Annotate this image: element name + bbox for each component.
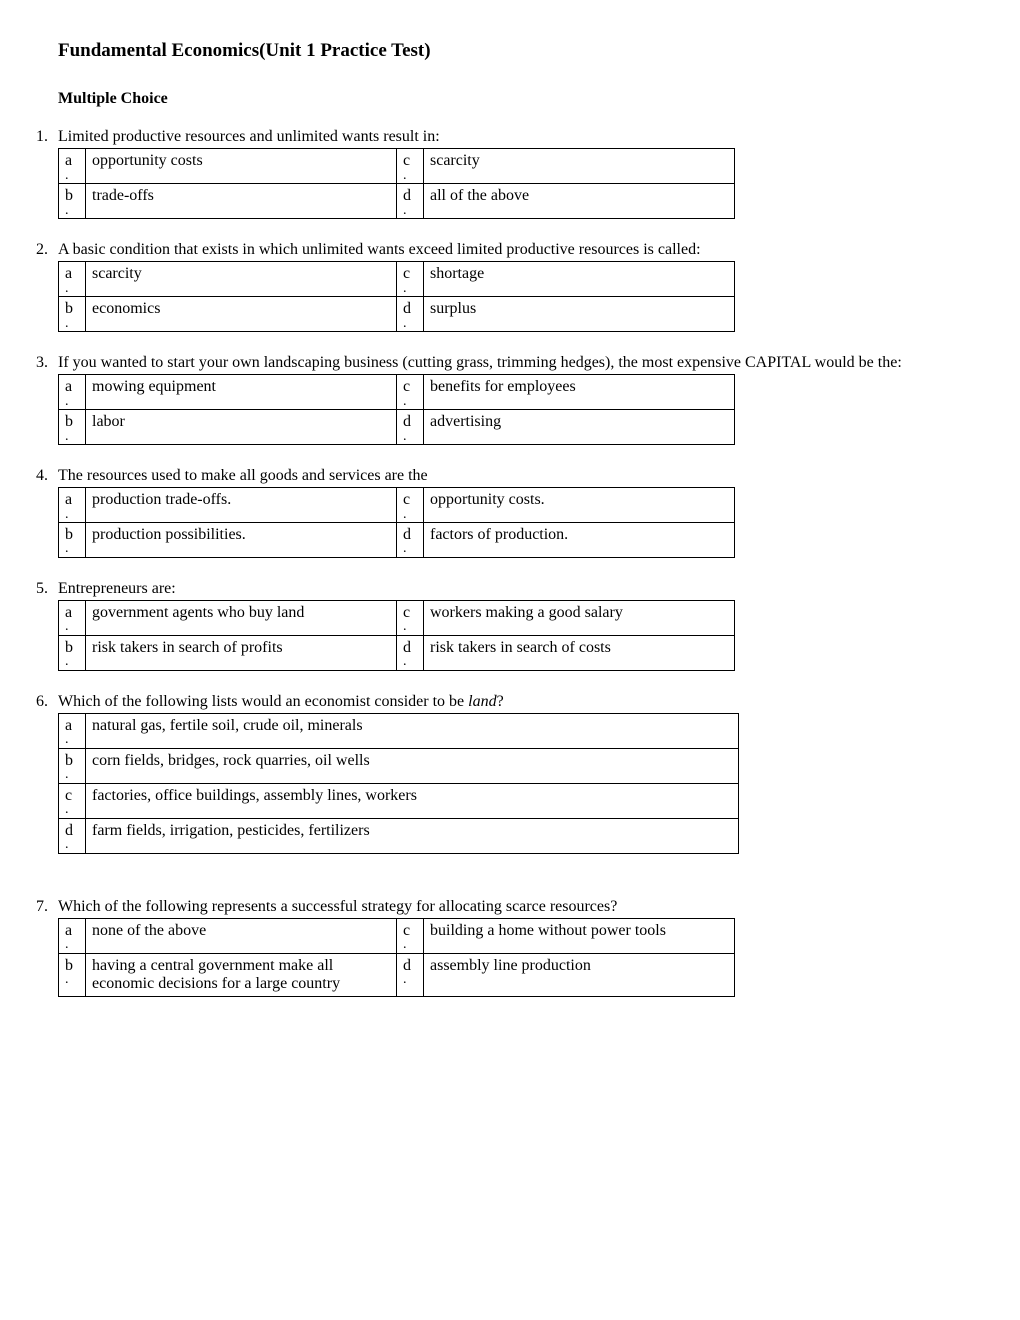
option-letter-b: b. <box>59 635 86 670</box>
option-letter-a: a. <box>59 487 86 522</box>
option-text-d: farm fields, irrigation, pesticides, fer… <box>86 818 739 853</box>
option-text-a: natural gas, fertile soil, crude oil, mi… <box>86 713 739 748</box>
options-table: a.production trade-offs.c.opportunity co… <box>58 487 735 558</box>
option-letter-c: c. <box>397 374 424 409</box>
option-letter-a: a. <box>59 918 86 953</box>
option-text-a: government agents who buy land <box>86 600 397 635</box>
option-letter-d: d. <box>59 818 86 853</box>
option-letter-a: a. <box>59 261 86 296</box>
question-text: A basic condition that exists in which u… <box>58 241 990 259</box>
option-text-d: risk takers in search of costs <box>424 635 735 670</box>
option-letter-c: c. <box>397 149 424 184</box>
option-letter-c: c. <box>59 783 86 818</box>
question-number: 5. <box>20 580 58 598</box>
option-letter-a: a. <box>59 149 86 184</box>
question-text: If you wanted to start your own landscap… <box>58 354 990 372</box>
option-text-d: all of the above <box>424 183 735 218</box>
question-2: 2.A basic condition that exists in which… <box>20 241 990 332</box>
option-text-c: workers making a good salary <box>424 600 735 635</box>
option-letter-b: b. <box>59 183 86 218</box>
options-table: a.opportunity costsc.scarcity b.trade-off… <box>58 148 735 219</box>
option-text-d: surplus <box>424 296 735 331</box>
option-text-c: benefits for employees <box>424 374 735 409</box>
question-7: 7.Which of the following represents a su… <box>20 898 990 997</box>
option-text-d: assembly line production <box>424 953 735 996</box>
option-text-b: having a central government make all eco… <box>86 953 397 996</box>
question-number: 6. <box>20 693 58 711</box>
option-letter-d: d. <box>397 409 424 444</box>
option-text-c: opportunity costs. <box>424 487 735 522</box>
option-letter-c: c. <box>397 918 424 953</box>
question-3: 3.If you wanted to start your own landsc… <box>20 354 990 445</box>
option-text-a: opportunity costs <box>86 149 397 184</box>
option-text-b: production possibilities. <box>86 522 397 557</box>
option-text-d: factors of production. <box>424 522 735 557</box>
option-text-a: production trade-offs. <box>86 487 397 522</box>
question-text: Which of the following represents a succ… <box>58 898 990 916</box>
option-letter-b: b. <box>59 953 86 996</box>
option-text-a: none of the above <box>86 918 397 953</box>
option-letter-d: d. <box>397 635 424 670</box>
option-text-b: risk takers in search of profits <box>86 635 397 670</box>
question-4: 4.The resources used to make all goods a… <box>20 467 990 558</box>
options-table: a.none of the abovec.building a home wit… <box>58 918 735 997</box>
question-number: 1. <box>20 128 58 146</box>
option-text-a: mowing equipment <box>86 374 397 409</box>
option-text-c: building a home without power tools <box>424 918 735 953</box>
question-text: Entrepreneurs are: <box>58 580 990 598</box>
option-letter-d: d. <box>397 953 424 996</box>
option-letter-b: b. <box>59 748 86 783</box>
option-text-b: economics <box>86 296 397 331</box>
option-text-c: scarcity <box>424 149 735 184</box>
option-text-c: factories, office buildings, assembly li… <box>86 783 739 818</box>
option-letter-b: b. <box>59 409 86 444</box>
option-letter-b: b. <box>59 296 86 331</box>
option-letter-a: a. <box>59 713 86 748</box>
option-text-d: advertising <box>424 409 735 444</box>
option-text-b: corn fields, bridges, rock quarries, oil… <box>86 748 739 783</box>
question-text: Limited productive resources and unlimit… <box>58 128 990 146</box>
option-letter-a: a. <box>59 374 86 409</box>
option-letter-c: c. <box>397 487 424 522</box>
option-letter-a: a. <box>59 600 86 635</box>
question-text: Which of the following lists would an ec… <box>58 693 990 711</box>
option-text-b: labor <box>86 409 397 444</box>
option-letter-c: c. <box>397 600 424 635</box>
question-5: 5.Entrepreneurs are: a.government agents … <box>20 580 990 671</box>
option-text-c: shortage <box>424 261 735 296</box>
question-1: 1.Limited productive resources and unlim… <box>20 128 990 219</box>
questions-container: 1.Limited productive resources and unlim… <box>20 128 990 997</box>
section-subtitle: Multiple Choice <box>58 90 990 108</box>
question-number: 2. <box>20 241 58 259</box>
question-6: 6.Which of the following lists would an … <box>20 693 990 854</box>
options-table: a.natural gas, fertile soil, crude oil, … <box>58 713 739 854</box>
question-number: 7. <box>20 898 58 916</box>
page-title: Fundamental Economics(Unit 1 Practice Te… <box>58 40 990 62</box>
option-letter-d: d. <box>397 296 424 331</box>
question-text: The resources used to make all goods and… <box>58 467 990 485</box>
option-letter-d: d. <box>397 522 424 557</box>
option-letter-d: d. <box>397 183 424 218</box>
question-number: 3. <box>20 354 58 372</box>
option-text-b: trade-offs <box>86 183 397 218</box>
options-table: a.government agents who buy landc.worker… <box>58 600 735 671</box>
options-table: a.scarcityc.shortage b.economicsd.surplus <box>58 261 735 332</box>
question-number: 4. <box>20 467 58 485</box>
option-letter-b: b. <box>59 522 86 557</box>
options-table: a.mowing equipmentc.benefits for employe… <box>58 374 735 445</box>
option-letter-c: c. <box>397 261 424 296</box>
option-text-a: scarcity <box>86 261 397 296</box>
